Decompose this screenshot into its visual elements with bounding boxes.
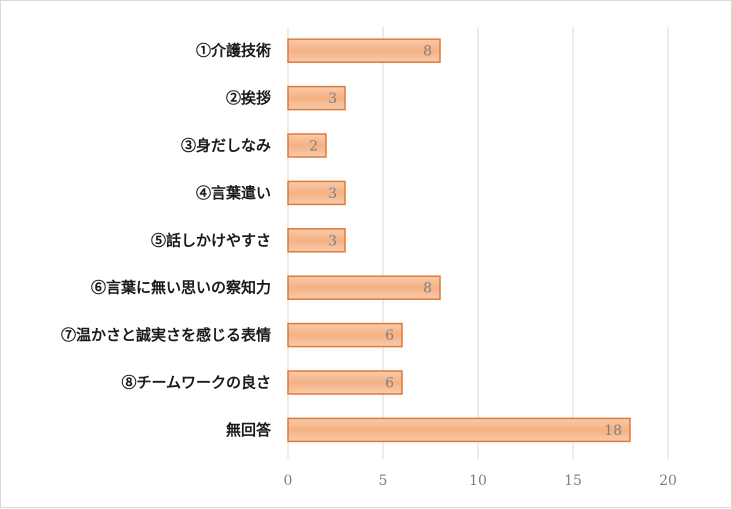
x-tick-label-3: 15 [564,473,582,489]
category-label-6: ⑦温かさと誠実さを感じる表情 [61,326,271,344]
bars: 8 3 2 3 3 8 6 6 18 [287,38,631,443]
data-label-4: 3 [328,233,337,249]
bar-0 [287,38,441,63]
data-label-0: 8 [423,44,432,60]
category-label-8: 無回答 [226,421,272,439]
data-label-3: 3 [328,186,337,202]
data-label-6: 6 [385,328,394,344]
x-tick-label-4: 20 [659,473,677,489]
data-label-7: 6 [385,376,394,392]
bar-4 [287,228,346,253]
data-label-1: 3 [328,91,337,107]
category-label-4: ⑤話しかけやすさ [151,231,271,249]
category-labels: ①介護技術 ②挨拶 ③身だしなみ ④言葉遣い ⑤話しかけやすさ ⑥言葉に無い思いの察知力 ⑦… [61,42,272,439]
bar-2 [287,133,327,158]
category-label-5: ⑥言葉に無い思いの察知力 [91,279,271,297]
bar-5 [287,275,441,300]
category-label-7: ⑧チームワークの良さ [121,374,271,392]
x-tick-labels: 0 5 10 15 20 [284,473,677,489]
category-label-0: ①介護技術 [196,42,271,60]
data-label-5: 8 [423,281,432,297]
bar-1 [287,85,346,111]
x-tick-label-0: 0 [284,473,293,489]
x-tick-label-2: 10 [469,473,487,489]
data-label-8: 18 [604,423,622,439]
bar-7 [287,370,403,395]
data-label-2: 2 [309,139,318,155]
bar-8 [287,417,631,443]
x-tick-label-1: 5 [379,473,388,489]
category-label-2: ③身だしなみ [181,137,271,155]
bar-6 [287,322,403,348]
category-label-3: ④言葉遣い [196,184,271,202]
category-label-1: ②挨拶 [226,89,271,107]
bar-3 [287,180,346,206]
